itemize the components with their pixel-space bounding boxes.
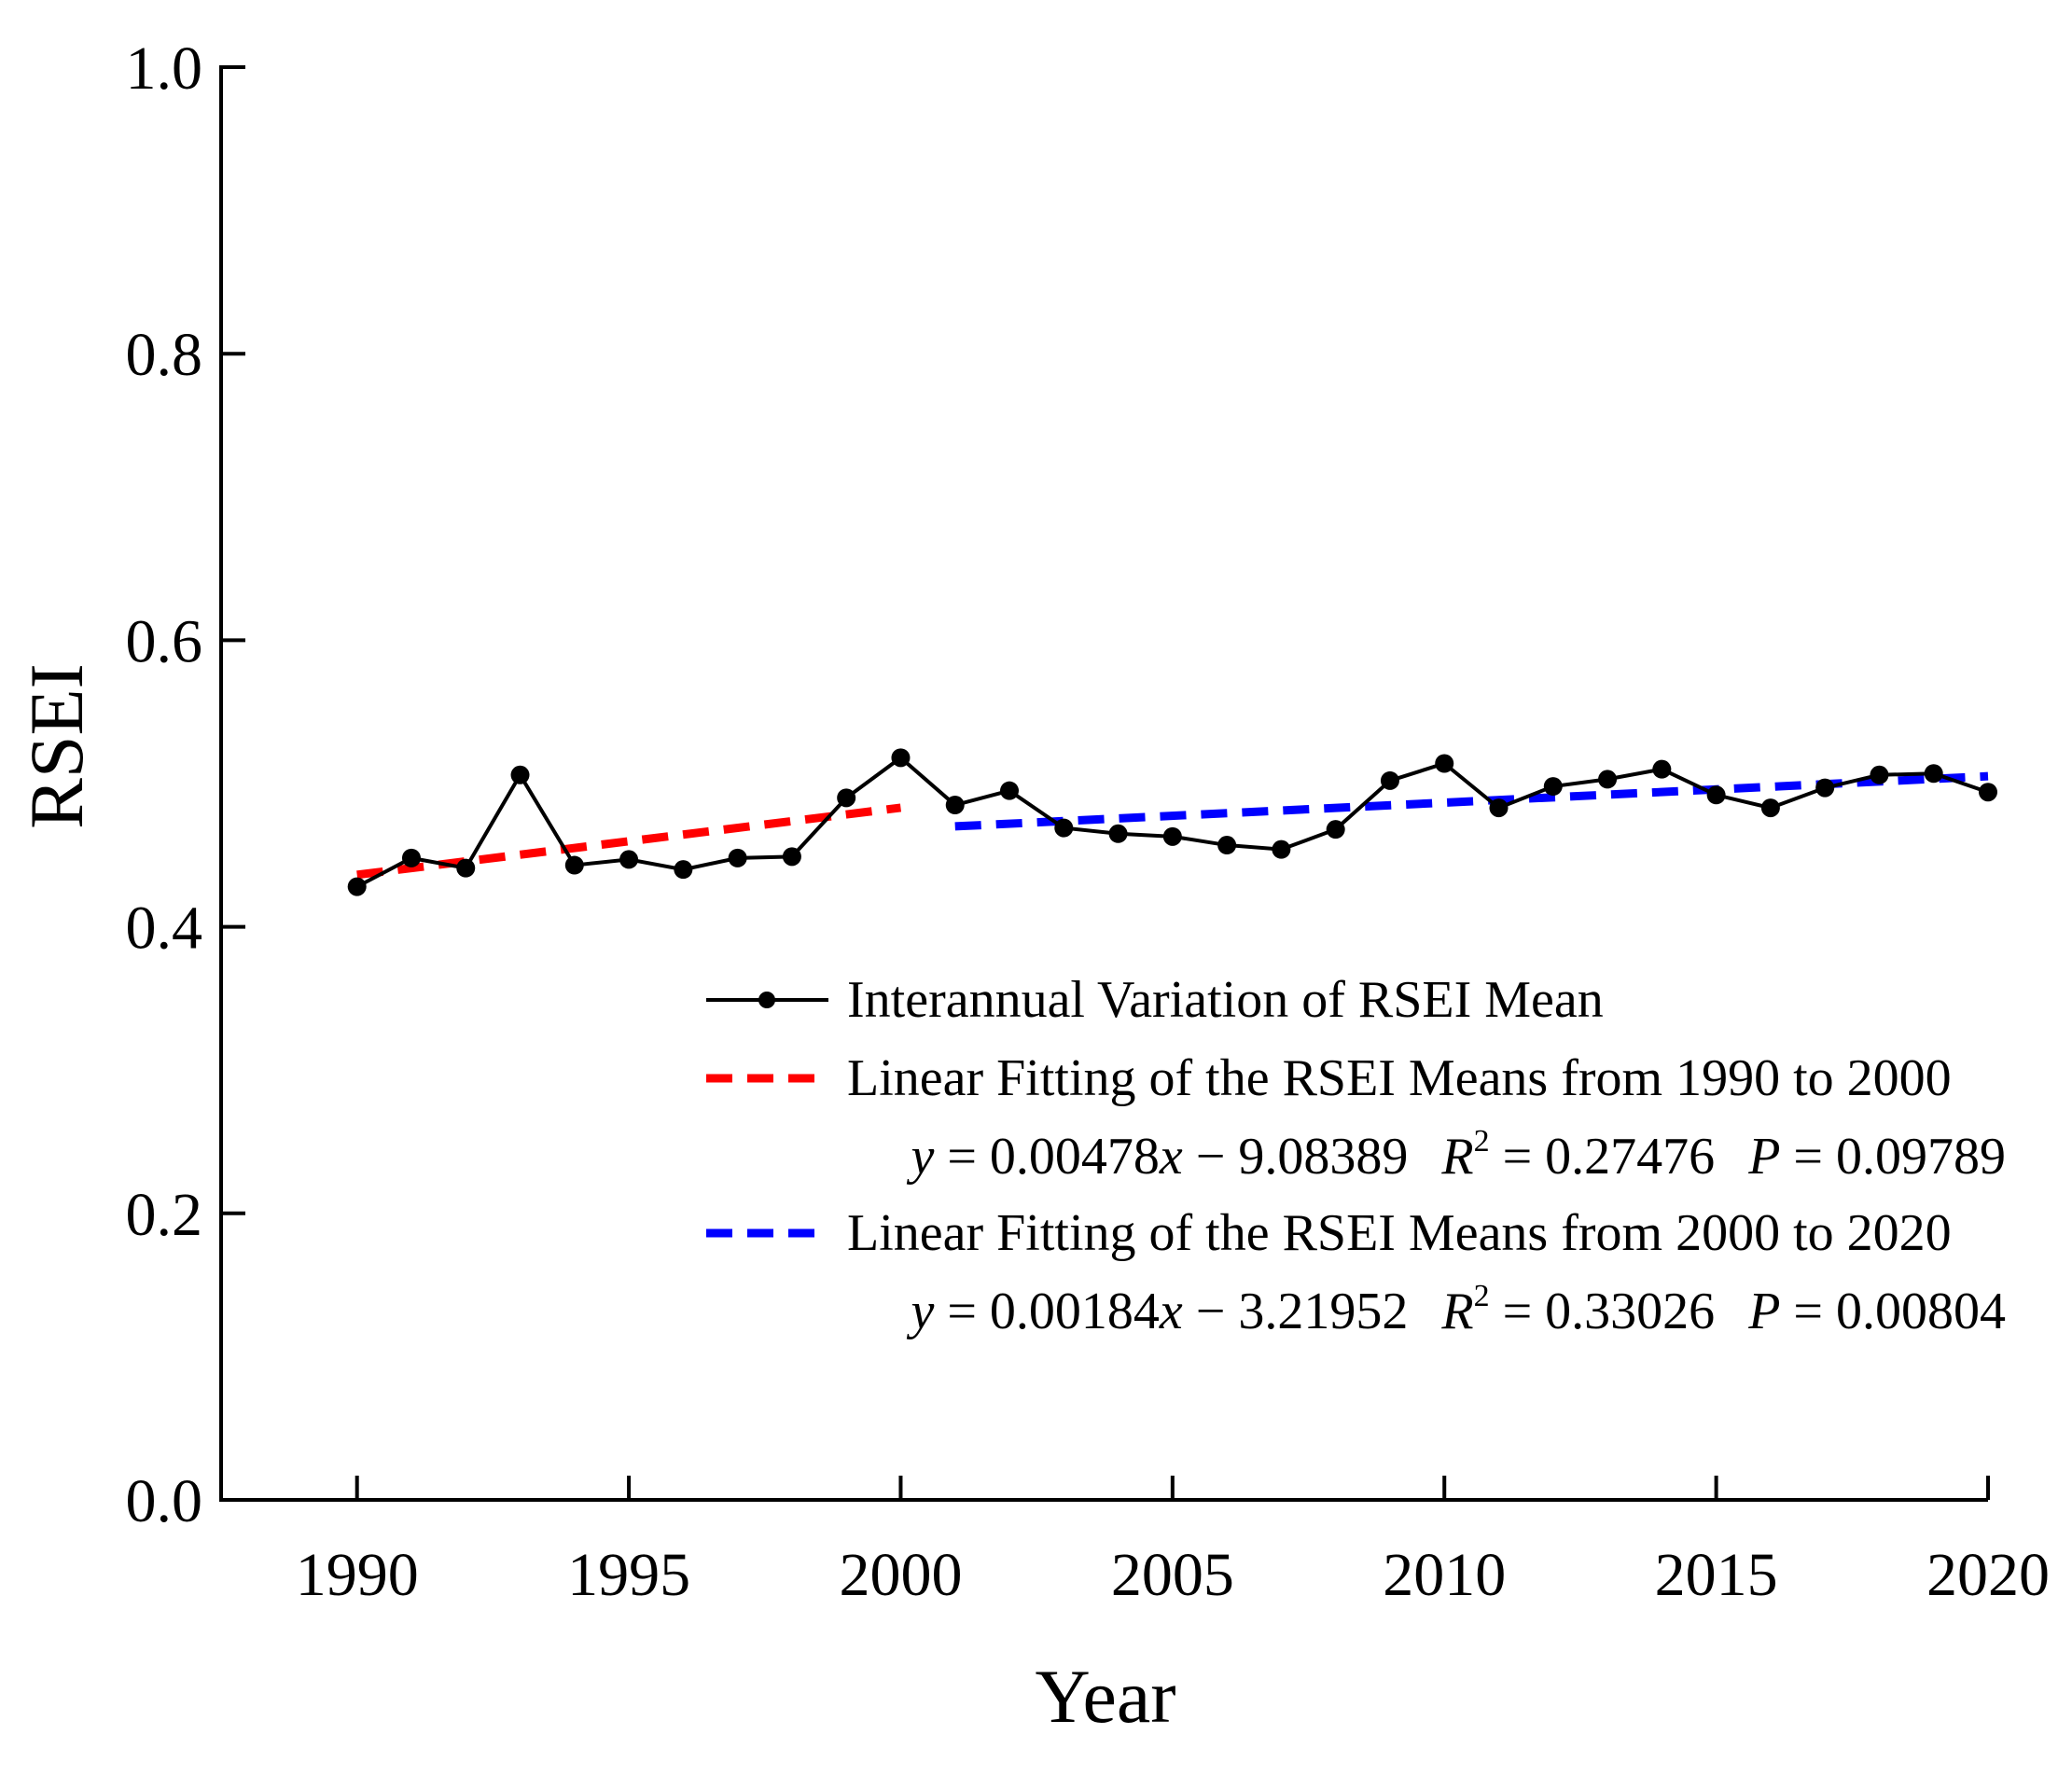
rsei-mean-point-2020 [1979,783,1997,802]
rsei-mean-point-1993 [510,765,530,784]
x-tick-label: 2005 [1111,1541,1234,1609]
rsei-mean-point-2011 [1489,798,1509,818]
fit-line-2000-2020 [954,771,1989,831]
rsei-mean-point-1998 [782,847,801,867]
rsei-mean-point-1996 [674,860,693,880]
y-axis-title: RSEI [14,663,99,829]
rsei-mean-point-2000 [891,748,911,768]
legend-marker-observed [758,992,775,1008]
eq2-p-value: = 0.00804 [1780,1283,2006,1340]
equation-fit-2000-2020: y = 0.00184x − 3.21952 R2 = 0.33026 P = 0.… [906,1279,2006,1340]
rsei-mean-point-2012 [1543,777,1563,797]
equation-fit-1990-2000: y = 0.00478x − 9.08389 R2 = 0.27476 P = 0.… [906,1124,2006,1186]
rsei-mean-point-2003 [1054,818,1074,838]
rsei-mean-point-1999 [837,788,856,808]
rsei-mean-point-1997 [728,848,747,867]
legend-label-observed: Interannual Variation of RSEI Mean [847,971,1604,1029]
data-series [347,748,1997,896]
rsei-mean-point-2016 [1760,798,1780,818]
rsei-mean-point-1991 [401,848,421,867]
y-tick-label: 0.0 [126,1467,203,1535]
x-tick-label: 1995 [567,1541,690,1609]
x-tick-label: 2010 [1383,1541,1506,1609]
eq1-y: y [906,1128,934,1186]
x-tick-label: 1990 [296,1541,419,1609]
rsei-mean-point-2008 [1326,820,1345,839]
rsei-mean-point-2004 [1108,824,1128,843]
x-tick-label: 2000 [839,1541,962,1609]
y-tick-label: 0.8 [126,321,203,389]
eq2-p-label: P [1747,1283,1780,1340]
rsei-mean-point-2017 [1815,778,1835,798]
eq2-x: x [1159,1283,1183,1340]
rsei-mean-point-2010 [1435,754,1454,773]
rsei-mean-point-1990 [347,877,367,896]
rsei-mean-point-1992 [456,858,476,878]
legend-label-fit-1990-2000: Linear Fitting of the RSEI Means from 19… [847,1049,1952,1107]
y-tick-label: 0.2 [126,1181,203,1249]
eq2-intercept: − 3.21952 [1183,1283,1409,1340]
rsei-mean-point-2009 [1380,770,1399,790]
x-tick-label: 2020 [1926,1541,2050,1609]
eq1-r-value: = 0.27476 [1490,1128,1716,1186]
legend-label-fit-2000-2020: Linear Fitting of the RSEI Means from 20… [847,1204,1952,1262]
rsei-mean-point-2006 [1217,836,1237,855]
legend: Interannual Variation of RSEI Mean Linea… [706,971,2006,1340]
eq2-r-label: R [1440,1283,1473,1340]
rsei-mean-point-2018 [1870,765,1889,784]
rsei-mean-point-2005 [1162,826,1182,846]
eq1-intercept: − 9.08389 [1183,1128,1409,1186]
eq1-x: x [1159,1128,1183,1186]
rsei-mean-point-1995 [619,850,639,869]
x-axis-title: Year [1035,1654,1175,1739]
rsei-mean-point-1994 [564,855,584,875]
eq2-r-value: = 0.33026 [1490,1283,1716,1340]
y-tick-label: 0.4 [126,895,203,963]
rsei-mean-point-2015 [1706,785,1726,805]
rsei-mean-point-2014 [1652,759,1672,779]
fit-lines [356,771,1989,880]
eq1-formula: = 0.00478 [934,1128,1160,1186]
eq2-formula: = 0.00184 [934,1283,1160,1340]
y-tick-label: 0.6 [126,607,203,675]
axes: 0.0 0.2 0.4 0.6 0.8 1.0 1990 1995 2000 2005 2010 20… [126,35,2051,1609]
rsei-mean-point-2007 [1272,839,1291,859]
eq2-y: y [906,1283,934,1340]
x-tick-label: 2015 [1655,1541,1778,1609]
rsei-mean-point-2019 [1924,764,1943,784]
eq1-p-label: P [1747,1128,1780,1186]
rsei-mean-point-2013 [1598,770,1618,789]
eq1-r-sup: 2 [1474,1124,1490,1159]
eq2-r-sup: 2 [1474,1279,1490,1313]
rsei-mean-point-2002 [1000,781,1020,800]
rsei-mean-line [355,755,1989,889]
rsei-mean-point-2001 [945,796,965,815]
eq1-r-label: R [1440,1128,1473,1186]
eq1-p-value: = 0.09789 [1780,1128,2006,1186]
y-tick-label: 1.0 [126,35,203,103]
